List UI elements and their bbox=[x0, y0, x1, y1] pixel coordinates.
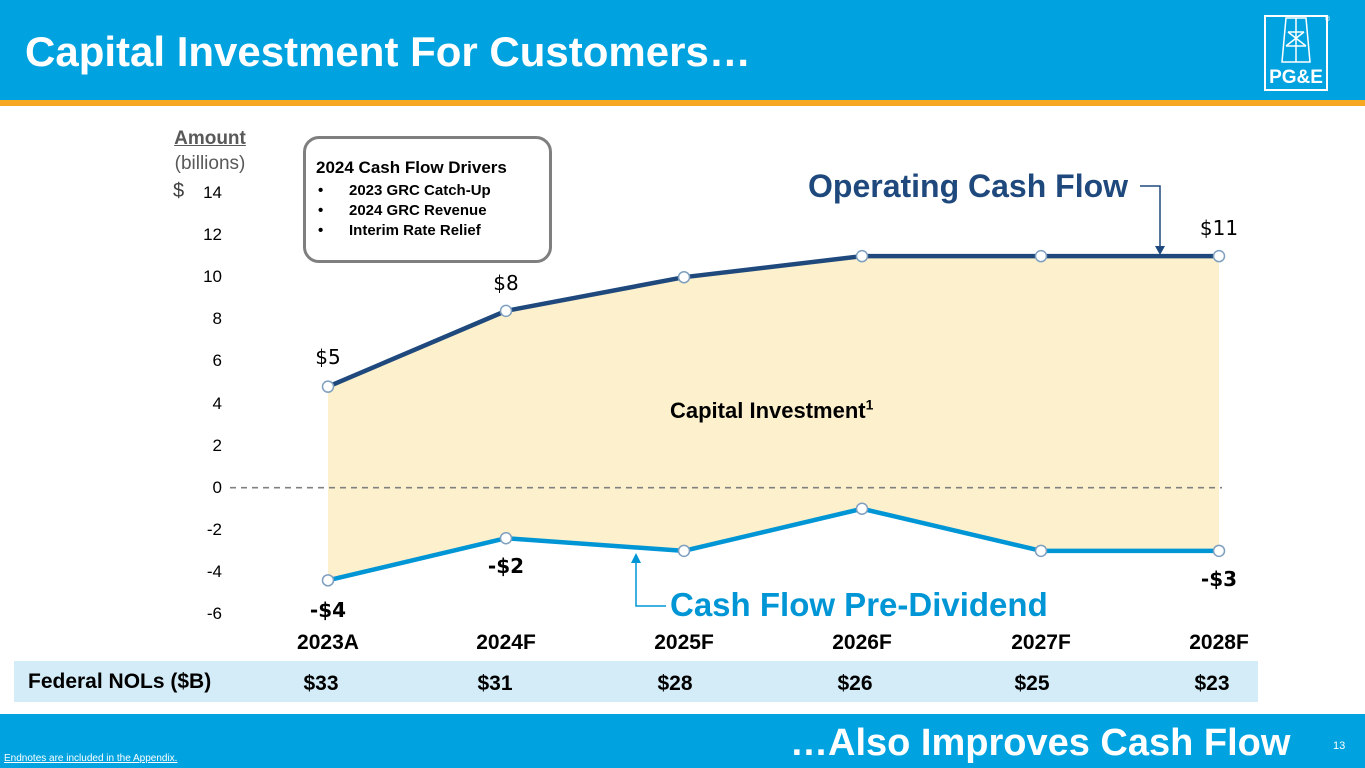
header-accent-line bbox=[0, 100, 1365, 106]
y-tick-label: 2 bbox=[212, 435, 222, 455]
pre-dividend-data-label: -$2 bbox=[487, 554, 525, 579]
capital-investment-text: Capital Investment bbox=[670, 398, 866, 423]
drivers-title: 2024 Cash Flow Drivers bbox=[316, 158, 507, 177]
page-title: Capital Investment For Customers… bbox=[25, 28, 751, 75]
footer-title: …Also Improves Cash Flow bbox=[790, 722, 1291, 764]
drivers-item: 2024 GRC Revenue bbox=[316, 201, 549, 221]
y-axis-title-amount: Amount bbox=[174, 128, 246, 149]
y-tick-label: 12 bbox=[203, 225, 222, 245]
page-number: 13 bbox=[1333, 740, 1346, 752]
endnote-link[interactable]: Endnotes are included in the Appendix. bbox=[4, 753, 178, 764]
federal-nol-value: $23 bbox=[1194, 672, 1230, 695]
cash-flow-pre-dividend-point bbox=[1212, 544, 1226, 558]
y-tick-label: -2 bbox=[206, 519, 222, 539]
operating-cash-flow-data-label: $11 bbox=[1199, 216, 1239, 241]
cash-flow-pre-dividend-point bbox=[1034, 544, 1048, 558]
x-tick-label: 2027F bbox=[1011, 631, 1071, 654]
federal-nol-value: $28 bbox=[657, 672, 693, 695]
federal-nol-label: Federal NOLs ($B) bbox=[28, 670, 212, 693]
operating-cash-flow-point bbox=[1212, 249, 1226, 263]
x-tick-label: 2028F bbox=[1189, 631, 1249, 654]
pre-dividend-arrow-line bbox=[635, 562, 666, 607]
operating-cash-flow-data-label: $5 bbox=[315, 344, 341, 369]
capital-investment-endnote: 1 bbox=[865, 396, 874, 413]
pre-dividend-data-label: -$4 bbox=[309, 598, 347, 623]
cash-flow-pre-dividend-point bbox=[321, 574, 335, 587]
drivers-item: 2023 GRC Catch-Up bbox=[316, 181, 549, 201]
x-tick-label: 2026F bbox=[832, 631, 892, 654]
operating-cash-flow-point bbox=[855, 249, 869, 263]
cash-flow-pre-dividend-point bbox=[677, 544, 691, 558]
logo-text: PG&E bbox=[1269, 67, 1323, 88]
y-tick-label: -6 bbox=[206, 604, 222, 623]
x-tick-label: 2024F bbox=[476, 631, 536, 654]
y-tick-label: 10 bbox=[203, 267, 222, 287]
drivers-item: Interim Rate Relief bbox=[316, 221, 549, 241]
operating-cash-flow-data-label: $8 bbox=[493, 270, 519, 295]
capital-investment-area bbox=[328, 256, 1219, 581]
capital-investment-label: Capital Investment1 bbox=[670, 398, 873, 424]
cash-flow-pre-dividend-line bbox=[327, 506, 1219, 583]
y-tick-label: 6 bbox=[212, 351, 222, 371]
y-tick-label: 0 bbox=[212, 477, 222, 497]
federal-nol-value: $31 bbox=[477, 672, 513, 695]
cash-flow-pre-dividend-point bbox=[855, 502, 869, 515]
y-tick-label: -4 bbox=[206, 561, 222, 581]
operating-cash-flow-point bbox=[321, 380, 335, 393]
y-axis-unit: (billions) bbox=[174, 153, 246, 174]
y-tick-label: 4 bbox=[212, 393, 222, 413]
operating-cash-flow-arrowhead bbox=[1155, 246, 1165, 255]
cash-flow-pre-dividend-label: Cash Flow Pre-Dividend bbox=[670, 586, 1048, 623]
federal-nol-value: $25 bbox=[1014, 672, 1050, 695]
y-axis-currency: $ bbox=[173, 180, 185, 202]
pre-dividend-arrowhead bbox=[631, 553, 641, 563]
pge-logo: PG&E ® bbox=[1264, 15, 1331, 91]
operating-cash-flow-line bbox=[327, 253, 1219, 389]
federal-nol-value: $26 bbox=[837, 672, 873, 695]
drivers-list: 2023 GRC Catch-Up 2024 GRC Revenue Inter… bbox=[316, 181, 549, 241]
x-tick-label: 2023A bbox=[297, 631, 359, 654]
cash-flow-pre-dividend-point bbox=[499, 531, 513, 545]
federal-nol-band bbox=[14, 661, 1258, 702]
operating-cash-flow-point bbox=[1034, 249, 1048, 263]
header-bar bbox=[0, 0, 1365, 100]
operating-cash-flow-label: Operating Cash Flow bbox=[808, 168, 1129, 204]
cash-flow-drivers-callout: 2024 Cash Flow Drivers 2023 GRC Catch-Up… bbox=[303, 136, 552, 263]
federal-nol-value: $33 bbox=[303, 672, 339, 695]
logo-registered-mark: ® bbox=[1325, 15, 1331, 23]
footer-bar bbox=[0, 714, 1365, 768]
y-tick-label: 8 bbox=[212, 309, 222, 329]
pre-dividend-data-label: -$3 bbox=[1200, 566, 1238, 591]
operating-cash-flow-point bbox=[499, 304, 513, 318]
y-tick-label: 14 bbox=[203, 183, 222, 202]
operating-cash-flow-point bbox=[677, 270, 691, 284]
x-tick-label: 2025F bbox=[654, 631, 714, 654]
y-axis-title: Amount (billions) bbox=[162, 126, 258, 176]
operating-cash-flow-arrow-line bbox=[1140, 185, 1161, 248]
